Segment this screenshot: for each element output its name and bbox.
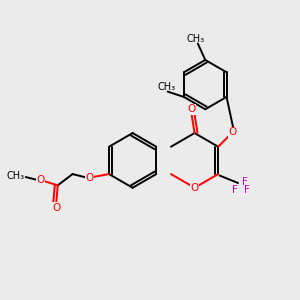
Text: F: F (232, 185, 238, 195)
Text: CH₃: CH₃ (186, 34, 205, 44)
Text: O: O (52, 203, 60, 213)
Text: CH₃: CH₃ (157, 82, 175, 92)
Text: CH₃: CH₃ (6, 171, 24, 181)
Text: O: O (190, 183, 199, 193)
Text: F: F (242, 176, 248, 187)
Text: O: O (229, 127, 237, 137)
Text: O: O (85, 172, 94, 183)
Text: F: F (244, 185, 250, 195)
Text: O: O (36, 175, 45, 185)
Text: O: O (188, 104, 196, 114)
